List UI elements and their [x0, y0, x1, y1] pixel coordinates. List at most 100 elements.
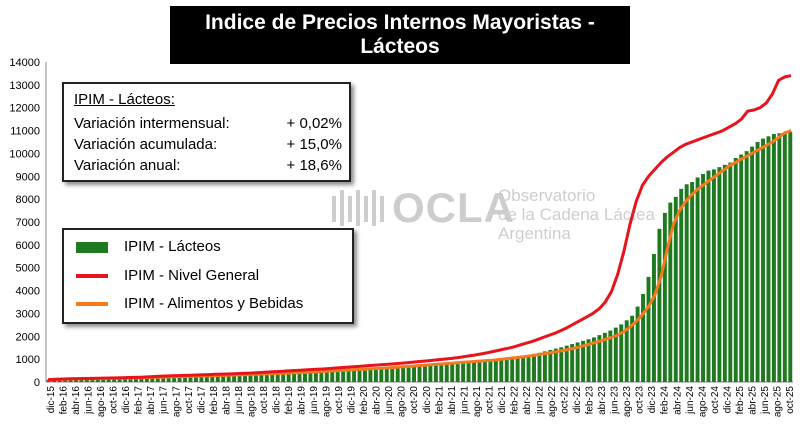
bar-lacteos: [172, 377, 177, 382]
bar-lacteos: [155, 377, 160, 382]
bar-lacteos: [384, 366, 389, 382]
bar-lacteos: [510, 357, 515, 382]
bar-lacteos: [662, 212, 667, 382]
x-tick-label: jun-18: [234, 386, 245, 415]
y-tick-label: 10000: [9, 148, 40, 160]
bar-lacteos: [281, 373, 286, 382]
info-value: + 15,0%: [286, 136, 342, 153]
y-tick-label: 6000: [16, 240, 40, 252]
bar-lacteos: [711, 169, 716, 382]
bar-lacteos: [313, 371, 318, 382]
chart-title: Indice de Precios Internos Mayoristas - …: [205, 11, 595, 58]
ocla-logo-icon: [332, 190, 384, 226]
bar-lacteos: [728, 162, 733, 382]
y-tick-label: 8000: [16, 194, 40, 206]
x-tick-label: jun-23: [610, 386, 621, 415]
x-tick-label: feb-25: [735, 386, 746, 415]
bar-lacteos: [95, 378, 100, 382]
y-tick-label: 13000: [9, 80, 40, 92]
bar-lacteos: [450, 363, 455, 382]
y-tick-label: 3000: [16, 308, 40, 320]
bar-lacteos: [717, 167, 722, 382]
watermark-line1: Observatorio: [498, 186, 596, 205]
y-tick-label: 12000: [9, 103, 40, 115]
x-tick-label: feb-23: [585, 386, 596, 415]
x-tick-label: ago-17: [171, 386, 182, 418]
y-tick-label: 9000: [16, 171, 40, 183]
x-tick-label: dic-16: [121, 386, 132, 414]
bar-lacteos: [422, 364, 427, 382]
info-label: Variación intermensual:: [74, 115, 230, 132]
bar-lacteos: [722, 164, 727, 382]
bar-lacteos: [630, 315, 635, 382]
bar-lacteos: [123, 378, 128, 382]
line-nivel-general: [47, 74, 792, 382]
bar-lacteos: [706, 170, 711, 382]
bar-lacteos: [477, 360, 482, 382]
bar-lacteos: [292, 372, 297, 382]
bar-lacteos: [248, 375, 253, 382]
bar-lacteos: [357, 368, 362, 382]
bar-lacteos: [766, 136, 771, 382]
bar-lacteos: [586, 339, 591, 382]
bar-lacteos: [177, 377, 182, 382]
x-tick-label: dic-21: [497, 386, 508, 414]
x-tick-label: dic-18: [271, 386, 282, 414]
bar-lacteos: [101, 378, 106, 382]
bar-lacteos: [188, 376, 193, 382]
bar-lacteos: [777, 133, 782, 382]
bar-lacteos: [150, 377, 155, 382]
x-tick-label: oct-19: [334, 386, 345, 414]
bar-lacteos: [733, 158, 738, 382]
info-value: + 0,02%: [286, 115, 342, 132]
x-tick-label: ago-19: [322, 386, 333, 418]
bar-lacteos: [537, 352, 542, 382]
x-tick-label: jun-17: [159, 386, 170, 415]
legend-label: IPIM - Alimentos y Bebidas: [124, 295, 304, 312]
bar-lacteos: [352, 369, 357, 382]
bar-lacteos: [488, 360, 493, 382]
bar-lacteos: [657, 228, 662, 382]
watermark-line2: de la Cadena Láctea: [498, 205, 655, 224]
bar-lacteos: [117, 378, 122, 382]
x-tick-label: dic-22: [572, 386, 583, 414]
bar-lacteos: [330, 370, 335, 382]
chart-title-box: Indice de Precios Internos Mayoristas - …: [170, 6, 630, 81]
bar-lacteos: [499, 359, 504, 382]
x-tick-label: feb-18: [209, 386, 220, 415]
bar-lacteos: [286, 373, 291, 382]
bar-lacteos: [428, 364, 433, 382]
x-tick-label: jun-25: [760, 386, 771, 415]
bar-lacteos: [215, 376, 220, 382]
legend-label: IPIM - Nivel General: [124, 267, 260, 284]
x-tick-label: jun-16: [84, 386, 95, 415]
x-tick-label: feb-19: [284, 386, 295, 415]
bar-lacteos: [199, 376, 204, 382]
bar-lacteos: [210, 376, 215, 382]
x-tick-label: jun-22: [534, 386, 545, 415]
x-tick-label: feb-22: [509, 386, 520, 415]
x-tick-label: oct-24: [710, 386, 721, 414]
bar-lacteos: [553, 348, 558, 382]
bar-lacteos: [515, 356, 520, 382]
x-tick-label: jun-20: [384, 386, 395, 415]
bar-lacteos: [346, 369, 351, 382]
y-tick-label: 11000: [10, 126, 40, 138]
bar-lacteos: [592, 337, 596, 382]
bar-lacteos: [755, 142, 760, 382]
x-tick-label: abr-17: [146, 386, 157, 415]
bar-lacteos: [363, 368, 367, 382]
bar-lacteos: [526, 354, 531, 382]
bar-lacteos: [619, 324, 624, 382]
bar-lacteos: [412, 364, 417, 382]
bar-lacteos: [139, 378, 144, 382]
bar-lacteos: [635, 306, 640, 382]
bar-lacteos: [128, 378, 133, 382]
watermark-ocla: OCLA: [392, 184, 515, 231]
bar-lacteos: [439, 364, 444, 382]
bar-lacteos: [581, 340, 586, 382]
bar-lacteos: [270, 374, 275, 382]
bar-lacteos: [679, 188, 684, 382]
x-tick-label: oct-16: [109, 386, 120, 414]
y-tick-label: 2000: [16, 331, 40, 343]
